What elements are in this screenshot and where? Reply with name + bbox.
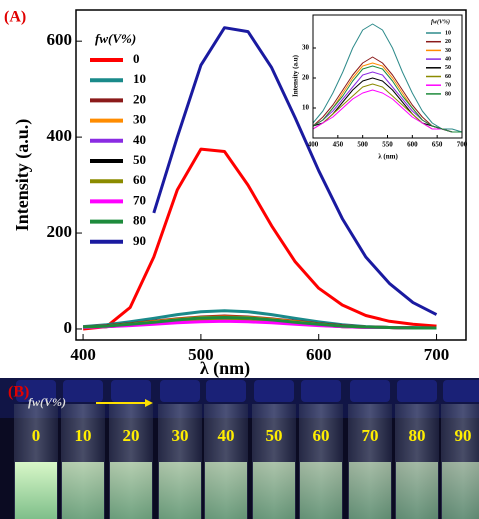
vial-cap <box>206 380 246 402</box>
vial-cap <box>63 380 103 402</box>
x-tick-label: 450 <box>333 140 344 148</box>
x-axis-label: λ (nm) <box>378 153 398 161</box>
arrow-label: fw(V%) <box>28 395 66 409</box>
legend-label: 20 <box>133 91 146 106</box>
series-line <box>312 23 463 133</box>
vial-liquid <box>62 462 104 519</box>
vial-liquid <box>300 462 342 519</box>
vial-label: 90 <box>455 426 472 445</box>
series-line <box>83 316 437 330</box>
vial-label: 10 <box>75 426 92 445</box>
legend-label: 70 <box>445 83 451 89</box>
vial-liquid <box>205 462 247 519</box>
vial-cap <box>443 380 479 402</box>
vial-cap <box>301 380 341 402</box>
y-tick-label: 0 <box>64 318 73 337</box>
vial-label: 30 <box>172 426 189 445</box>
legend-label: 40 <box>445 56 451 62</box>
vial-label: 40 <box>218 426 235 445</box>
legend-label: 30 <box>445 48 451 54</box>
vial-cap <box>254 380 294 402</box>
vial-label: 80 <box>409 426 426 445</box>
vial-cap <box>111 380 151 402</box>
vial-cap <box>350 380 390 402</box>
y-axis-label: Intensity (a.u.) <box>12 119 33 232</box>
legend-label: 30 <box>133 112 146 127</box>
vial-liquid <box>349 462 391 519</box>
series-line <box>152 26 438 316</box>
y-tick-label: 20 <box>302 74 310 82</box>
legend-label: 70 <box>133 192 146 207</box>
legend-label: 20 <box>445 39 451 45</box>
legend-label: 50 <box>133 152 146 167</box>
x-tick-label: 650 <box>432 140 443 148</box>
chart: 400 450 500 550 600 650 700 10 20 30 λ (nm) Intensi… <box>292 14 468 161</box>
vial-liquid <box>110 462 152 519</box>
series-line <box>82 147 437 331</box>
x-tick-label: 500 <box>188 345 214 364</box>
panel-label: (A) <box>4 9 26 26</box>
legend-label: 90 <box>133 233 146 248</box>
vial-label: 60 <box>313 426 330 445</box>
vial-liquid <box>442 462 479 519</box>
x-tick-label: 400 <box>70 345 96 364</box>
legend-label: 80 <box>133 213 146 228</box>
x-tick-label: 500 <box>357 140 368 148</box>
legend-label: 10 <box>445 30 451 36</box>
x-tick-label: 700 <box>424 345 450 364</box>
vial-cap <box>16 380 56 402</box>
x-tick-label: 600 <box>407 140 418 148</box>
legend-label: 60 <box>445 74 451 80</box>
vial-label: 0 <box>32 426 41 445</box>
x-tick-label: 550 <box>382 140 393 148</box>
legend-title: fw(V%) <box>95 31 136 46</box>
vial-label: 20 <box>123 426 140 445</box>
y-tick-label: 600 <box>47 30 73 49</box>
x-tick-label: 600 <box>306 345 332 364</box>
vial-liquid <box>396 462 438 519</box>
legend-label: 50 <box>445 65 451 71</box>
arrow-head <box>145 399 153 407</box>
series-line <box>312 89 462 133</box>
x-axis-label: λ (nm) <box>200 358 250 379</box>
vial-liquid <box>253 462 295 519</box>
panel-label: (B) <box>8 384 29 401</box>
plot-frame <box>75 9 467 341</box>
vial-label: 50 <box>266 426 283 445</box>
y-tick-label: 400 <box>47 126 73 145</box>
legend-label: 80 <box>445 91 451 97</box>
legend-label: 0 <box>133 51 140 66</box>
y-axis-label: Intensity (a.u) <box>292 54 300 97</box>
vial-label: 70 <box>362 426 379 445</box>
legend-title: fw(V%) <box>431 18 450 25</box>
y-tick-label: 30 <box>302 44 310 52</box>
y-tick-label: 10 <box>302 104 310 112</box>
legend-label: 40 <box>133 132 146 147</box>
x-tick-label: 700 <box>457 140 468 148</box>
vial-cap <box>397 380 437 402</box>
x-tick-label: 400 <box>308 140 319 148</box>
vial-liquid <box>15 462 57 519</box>
photo-panel: 0 10 20 30 40 50 60 70 80 90 <box>0 378 479 519</box>
series-line <box>312 65 462 133</box>
y-tick-label: 200 <box>47 222 73 241</box>
legend-label: 60 <box>133 172 146 187</box>
legend-label: 10 <box>133 71 146 86</box>
vial-liquid <box>159 462 201 519</box>
vial-cap <box>160 380 200 402</box>
